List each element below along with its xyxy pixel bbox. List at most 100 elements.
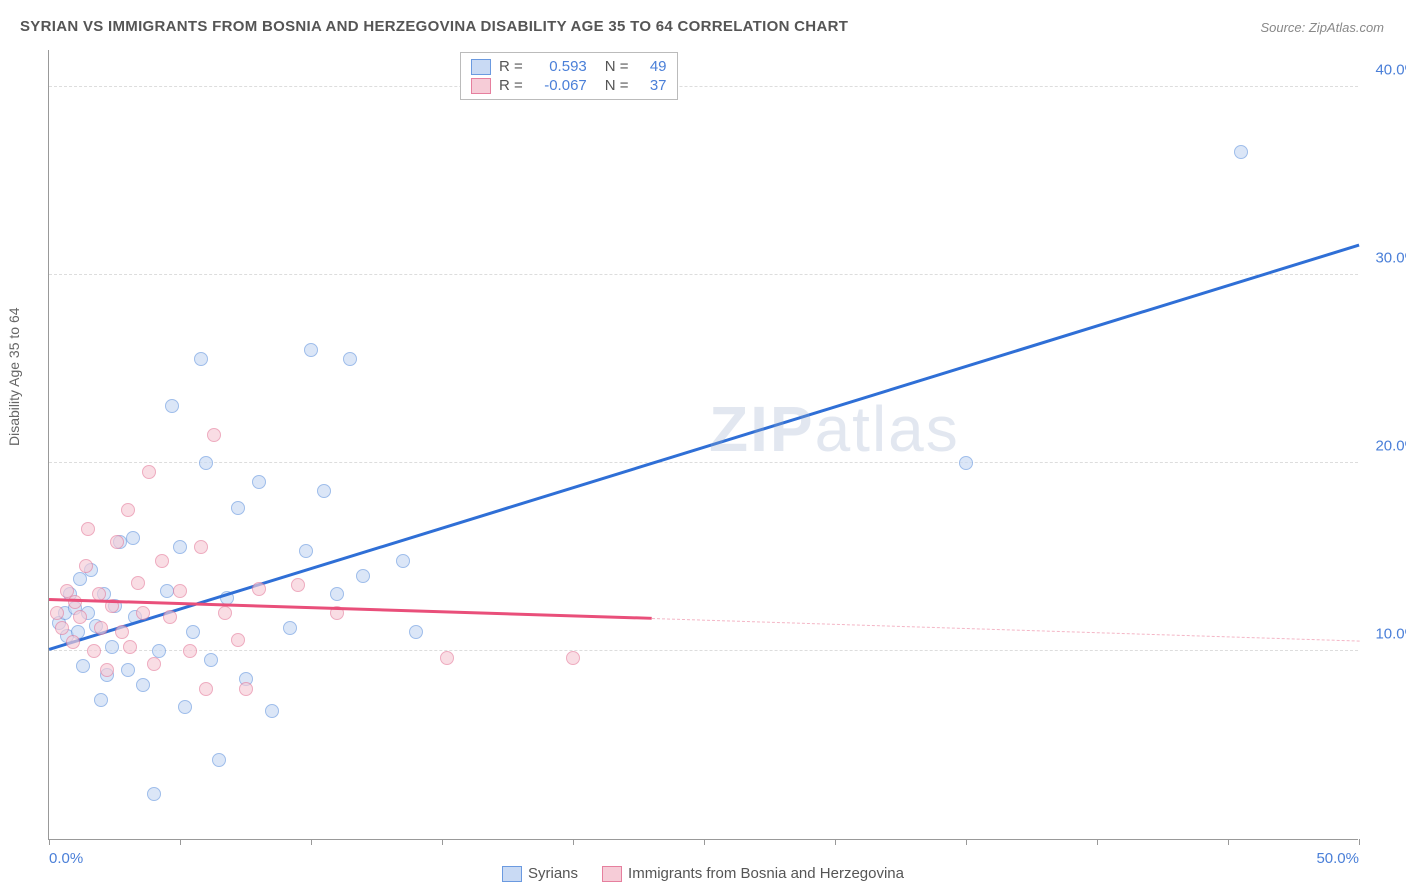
y-tick-label: 10.0% bbox=[1363, 625, 1406, 642]
legend-n-value: 49 bbox=[637, 58, 667, 75]
data-point bbox=[173, 540, 187, 554]
data-point bbox=[73, 610, 87, 624]
x-tick-mark bbox=[1359, 839, 1360, 845]
y-axis-title: Disability Age 35 to 64 bbox=[6, 307, 22, 446]
data-point bbox=[186, 625, 200, 639]
data-point bbox=[155, 554, 169, 568]
gridline-h bbox=[49, 462, 1358, 463]
chart-title: SYRIAN VS IMMIGRANTS FROM BOSNIA AND HER… bbox=[20, 18, 848, 35]
data-point bbox=[152, 644, 166, 658]
data-point bbox=[94, 693, 108, 707]
data-point bbox=[163, 610, 177, 624]
data-point bbox=[147, 787, 161, 801]
trend-line bbox=[49, 244, 1360, 651]
x-tick-mark bbox=[573, 839, 574, 845]
legend-n-label: N = bbox=[605, 58, 629, 75]
legend-r-label: R = bbox=[499, 77, 523, 94]
data-point bbox=[110, 535, 124, 549]
data-point bbox=[142, 465, 156, 479]
data-point bbox=[239, 682, 253, 696]
data-point bbox=[396, 554, 410, 568]
data-point bbox=[66, 635, 80, 649]
legend-series-label: Syrians bbox=[528, 865, 578, 882]
data-point bbox=[194, 352, 208, 366]
data-point bbox=[165, 399, 179, 413]
x-tick-mark bbox=[180, 839, 181, 845]
x-tick-mark bbox=[49, 839, 50, 845]
x-tick-mark bbox=[1228, 839, 1229, 845]
data-point bbox=[136, 678, 150, 692]
data-point bbox=[343, 352, 357, 366]
plot-area: ZIPatlas 10.0%20.0%30.0%40.0%0.0%50.0% bbox=[48, 50, 1358, 840]
data-point bbox=[68, 595, 82, 609]
trend-line bbox=[652, 618, 1359, 642]
data-point bbox=[87, 644, 101, 658]
data-point bbox=[252, 475, 266, 489]
legend-n-label: N = bbox=[605, 77, 629, 94]
data-point bbox=[231, 501, 245, 515]
data-point bbox=[299, 544, 313, 558]
data-point bbox=[55, 621, 69, 635]
gridline-h bbox=[49, 274, 1358, 275]
data-point bbox=[291, 578, 305, 592]
data-point bbox=[147, 657, 161, 671]
data-point bbox=[317, 484, 331, 498]
data-point bbox=[356, 569, 370, 583]
data-point bbox=[330, 587, 344, 601]
data-point bbox=[121, 663, 135, 677]
data-point bbox=[173, 584, 187, 598]
gridline-h bbox=[49, 650, 1358, 651]
x-tick-mark bbox=[311, 839, 312, 845]
x-tick-mark bbox=[442, 839, 443, 845]
data-point bbox=[136, 606, 150, 620]
data-point bbox=[1234, 145, 1248, 159]
data-point bbox=[218, 606, 232, 620]
data-point bbox=[126, 531, 140, 545]
data-point bbox=[79, 559, 93, 573]
data-point bbox=[194, 540, 208, 554]
data-point bbox=[123, 640, 137, 654]
data-point bbox=[204, 653, 218, 667]
x-tick-mark bbox=[704, 839, 705, 845]
data-point bbox=[207, 428, 221, 442]
x-tick-mark bbox=[966, 839, 967, 845]
legend-r-value: -0.067 bbox=[531, 77, 587, 94]
legend-n-value: 37 bbox=[637, 77, 667, 94]
data-point bbox=[94, 621, 108, 635]
y-tick-label: 30.0% bbox=[1363, 249, 1406, 266]
data-point bbox=[409, 625, 423, 639]
series-legend: Syrians Immigrants from Bosnia and Herzeg… bbox=[0, 865, 1406, 882]
data-point bbox=[160, 584, 174, 598]
y-tick-label: 20.0% bbox=[1363, 437, 1406, 454]
legend-series-label: Immigrants from Bosnia and Herzegovina bbox=[628, 865, 904, 882]
data-point bbox=[304, 343, 318, 357]
data-point bbox=[50, 606, 64, 620]
source-attribution: Source: ZipAtlas.com bbox=[1260, 20, 1384, 35]
data-point bbox=[199, 682, 213, 696]
legend-series-item: Immigrants from Bosnia and Herzegovina bbox=[602, 865, 904, 882]
gridline-h bbox=[49, 86, 1358, 87]
data-point bbox=[566, 651, 580, 665]
data-point bbox=[81, 522, 95, 536]
data-point bbox=[212, 753, 226, 767]
data-point bbox=[115, 625, 129, 639]
x-tick-mark bbox=[1097, 839, 1098, 845]
data-point bbox=[199, 456, 213, 470]
x-tick-mark bbox=[835, 839, 836, 845]
legend-swatch bbox=[471, 78, 491, 94]
legend-r-label: R = bbox=[499, 58, 523, 75]
legend-swatch bbox=[502, 866, 522, 882]
legend-r-value: 0.593 bbox=[531, 58, 587, 75]
data-point bbox=[131, 576, 145, 590]
data-point bbox=[105, 640, 119, 654]
data-point bbox=[440, 651, 454, 665]
data-point bbox=[252, 582, 266, 596]
legend-swatch bbox=[602, 866, 622, 882]
data-point bbox=[76, 659, 90, 673]
data-point bbox=[178, 700, 192, 714]
legend-swatch bbox=[471, 59, 491, 75]
legend-series-item: Syrians bbox=[502, 865, 578, 882]
correlation-legend: R = 0.593 N = 49 R = -0.067 N = 37 bbox=[460, 52, 678, 100]
data-point bbox=[959, 456, 973, 470]
data-point bbox=[231, 633, 245, 647]
